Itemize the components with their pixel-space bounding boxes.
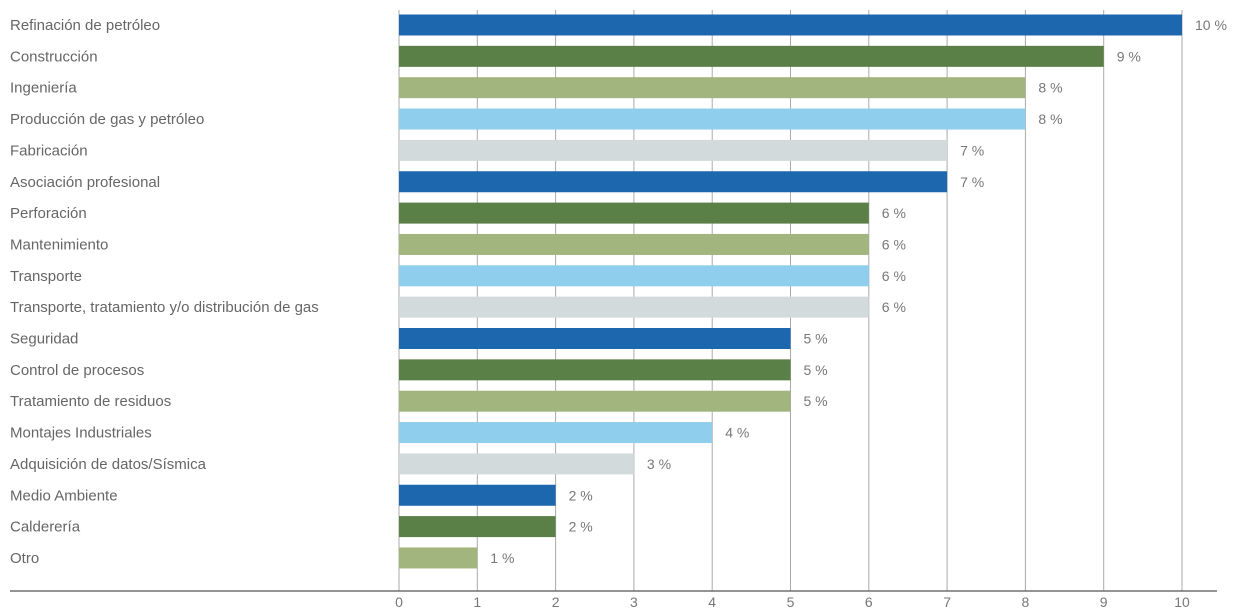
category-label: Construcción: [10, 48, 98, 65]
value-label: 1 %: [490, 550, 514, 566]
value-label: 10 %: [1195, 17, 1227, 33]
category-label: Transporte: [10, 268, 82, 285]
category-label: Perforación: [10, 205, 87, 222]
bar: [399, 139, 948, 161]
bar: [399, 484, 556, 506]
value-label: 9 %: [1117, 48, 1141, 64]
category-label: Medio Ambiente: [10, 487, 118, 504]
bar: [399, 233, 869, 255]
bar: [399, 265, 869, 287]
value-label: 5 %: [804, 393, 828, 409]
category-labels: Refinación de petróleo Construcción Ingeni…: [10, 17, 319, 567]
category-label: Transporte, tratamiento y/o distribución…: [10, 299, 319, 316]
bar: [399, 296, 869, 318]
bar: [399, 359, 791, 381]
x-tick-label: 3: [630, 594, 638, 609]
bar: [399, 516, 556, 538]
category-label: Adquisición de datos/Sísmica: [10, 456, 207, 473]
bar: [399, 328, 791, 349]
value-label: 7 %: [960, 142, 984, 158]
bar: [399, 390, 791, 412]
value-label: 2 %: [569, 519, 593, 535]
bar: [399, 45, 1104, 67]
category-label: Tratamiento de residuos: [10, 393, 171, 410]
x-tick-label: 4: [708, 594, 716, 609]
value-label: 7 %: [960, 174, 984, 190]
value-label: 2 %: [569, 487, 593, 503]
bar: [399, 14, 1182, 36]
category-label: Ingeniería: [10, 80, 77, 97]
value-labels: 10 % 9 % 8 % 8 % 7 % 7 % 6 % 6 % 6 % 6 % 5 % 5 % 5 %…: [490, 17, 1227, 566]
category-label: Producción de gas y petróleo: [10, 111, 204, 128]
value-label: 6 %: [882, 299, 906, 315]
bar: [399, 547, 478, 569]
x-tick-label: 6: [865, 594, 873, 609]
bar: [399, 453, 634, 475]
category-label: Montajes Industriales: [10, 425, 152, 442]
value-label: 6 %: [882, 236, 906, 252]
category-label: Mantenimiento: [10, 236, 108, 253]
x-tick-label: 10: [1174, 594, 1190, 609]
category-label: Control de procesos: [10, 362, 144, 379]
x-tick-label: 9: [1100, 594, 1108, 609]
bar: [399, 171, 948, 193]
value-label: 8 %: [1038, 111, 1062, 127]
value-label: 5 %: [804, 331, 828, 347]
value-label: 5 %: [804, 362, 828, 378]
x-axis: 0 1 2 3 4 5 6 7 8 9 10: [10, 590, 1217, 609]
category-label: Otro: [10, 550, 39, 567]
value-label: 6 %: [882, 205, 906, 221]
value-label: 3 %: [647, 456, 671, 472]
bars: [399, 14, 1182, 569]
category-label: Calderería: [10, 519, 81, 536]
bar: [399, 77, 1026, 99]
x-tick-label: 7: [943, 594, 951, 609]
x-tick-label: 0: [395, 594, 403, 609]
bar: [399, 422, 713, 444]
category-label: Seguridad: [10, 331, 78, 348]
category-label: Fabricación: [10, 142, 88, 159]
category-label: Asociación profesional: [10, 174, 160, 191]
x-tick-label: 8: [1022, 594, 1030, 609]
x-tick-label: 5: [787, 594, 795, 609]
value-label: 6 %: [882, 268, 906, 284]
bar: [399, 202, 869, 224]
value-label: 8 %: [1038, 80, 1062, 96]
category-label: Refinación de petróleo: [10, 17, 160, 34]
bar: [399, 108, 1026, 130]
value-label: 4 %: [725, 425, 749, 441]
x-tick-label: 1: [473, 594, 481, 609]
x-tick-label: 2: [552, 594, 560, 609]
